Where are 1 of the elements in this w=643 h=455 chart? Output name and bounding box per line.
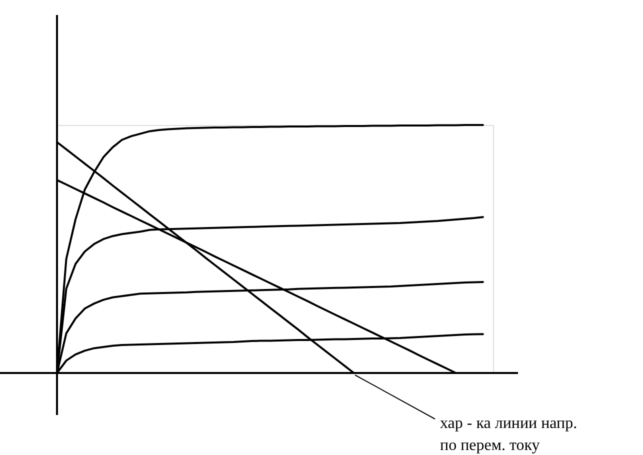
text: хар - ка линии напр. по перем. току bbox=[440, 415, 578, 454]
